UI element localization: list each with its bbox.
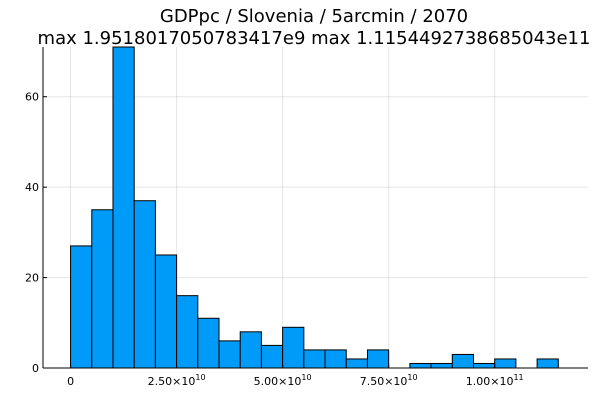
chart-title: GDPpc / Slovenia / 5arcmin / 2070 xyxy=(160,6,468,27)
histogram-bar-20 xyxy=(536,358,559,369)
y-tick-label-3: 60 xyxy=(25,91,39,104)
x-tick-label-1: 2.50×1010 xyxy=(148,373,206,388)
histogram-bar-0 xyxy=(70,245,93,369)
histogram-bar-5 xyxy=(176,295,199,369)
x-tick-label-3: 7.50×1010 xyxy=(360,373,418,388)
histogram-bar-18 xyxy=(472,362,496,369)
histogram-bar-3 xyxy=(133,200,156,369)
histogram-bar-11 xyxy=(303,349,326,369)
x-tick-label-4: 1.00×1011 xyxy=(466,373,524,388)
histogram-bar-6 xyxy=(197,317,220,369)
histogram-bar-17 xyxy=(451,353,474,369)
histogram-bar-15 xyxy=(409,362,432,369)
histogram-bars xyxy=(70,46,559,369)
axes xyxy=(42,47,588,369)
chart-subtitle: max 1.9518017050783417e9 max 1.115449273… xyxy=(38,28,591,49)
histogram-bar-12 xyxy=(324,349,347,369)
histogram-bar-8 xyxy=(239,331,262,369)
tick-labels: 0 20 40 60 0 2.50×1010 5.00×1010 7.50×1010 1.00×… xyxy=(25,91,524,388)
histogram-bar-10 xyxy=(282,326,305,369)
histogram-bar-7 xyxy=(218,340,241,369)
histogram-bar-2 xyxy=(112,46,135,369)
histogram-bar-4 xyxy=(154,254,178,369)
y-tick-label-2: 40 xyxy=(25,181,39,194)
histogram-bar-9 xyxy=(260,344,284,369)
y-tick-label-1: 20 xyxy=(25,272,39,285)
histogram-bar-14 xyxy=(366,349,390,369)
histogram-bar-19 xyxy=(494,358,517,369)
histogram-bar-13 xyxy=(345,358,368,369)
x-tick-label-0: 0 xyxy=(67,375,74,388)
y-tick-label-0: 0 xyxy=(32,362,39,375)
histogram-bar-16 xyxy=(430,362,453,369)
histogram-bar-1 xyxy=(91,209,114,369)
x-tick-label-2: 5.00×1010 xyxy=(254,373,312,388)
